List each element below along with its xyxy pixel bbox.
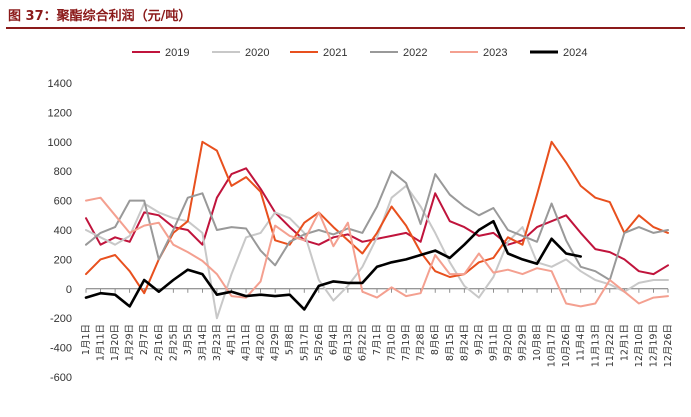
- legend-label-2019: 2019: [165, 47, 189, 59]
- y-tick-label: 0: [66, 284, 72, 296]
- x-tick-label: 10月8日: [532, 324, 543, 361]
- x-tick-label: 1月20日: [110, 324, 121, 361]
- x-tick-label: 5月26日: [314, 324, 325, 361]
- series-line-2020: [85, 184, 669, 320]
- x-tick-label: 3月5日: [183, 324, 194, 355]
- legend-label-2021: 2021: [323, 47, 347, 59]
- legend-label-2020: 2020: [245, 47, 269, 59]
- x-tick-label: 3月14日: [197, 324, 208, 361]
- y-axis: -600 -400 -200 0 200 400 600 800 1000 1200 1400: [48, 78, 72, 384]
- x-tick-label: 3月23日: [212, 324, 223, 361]
- y-tick-label: 1400: [48, 78, 72, 90]
- x-tick-label: 2月25日: [168, 324, 179, 361]
- y-tick-label: -600: [50, 372, 72, 384]
- y-tick-label: -400: [50, 343, 72, 355]
- x-tick-label: 8月6日: [430, 324, 441, 355]
- x-tick-label: 5月8日: [285, 324, 296, 355]
- x-tick-label: 9月20日: [503, 324, 514, 361]
- x-tick-label: 10月17日: [547, 324, 558, 367]
- x-tick-label: 4月29日: [270, 324, 281, 361]
- x-tick-label: 4月20日: [256, 324, 267, 361]
- x-tick-label: 8月15日: [445, 324, 456, 361]
- x-tick-label: 6月22日: [357, 324, 368, 361]
- x-tick-label: 11月13日: [590, 324, 601, 367]
- figure-title: 图 37：聚酯综合利润（元/吨）: [8, 9, 192, 24]
- y-tick-label: 800: [54, 166, 72, 178]
- x-tick-label: 6月4日: [328, 324, 339, 355]
- x-tick-label: 11月22日: [605, 324, 616, 367]
- legend-label-2024: 2024: [563, 47, 587, 59]
- line-chart: 2019 2020 2021 2022 2023 2024 -600 -400 -200 0 20…: [48, 47, 674, 384]
- x-tick-label: 1月1日: [81, 324, 92, 355]
- x-tick-label: 4月11日: [241, 324, 252, 361]
- legend-label-2023: 2023: [483, 47, 507, 59]
- x-tick-label: 12月19日: [648, 324, 659, 367]
- x-tick-label: 5月17日: [299, 324, 310, 361]
- x-tick-label: 9月2日: [474, 324, 485, 355]
- x-tick-label: 7月19日: [401, 324, 412, 361]
- x-tick-label: 6月13日: [343, 324, 354, 361]
- y-tick-label: -200: [50, 313, 72, 325]
- chart-legend: 2019 2020 2021 2022 2023 2024: [132, 47, 587, 59]
- x-tick-label: 2月7日: [139, 324, 150, 355]
- x-tick-label: 4月1日: [227, 324, 238, 355]
- y-tick-label: 1000: [48, 137, 72, 149]
- series-line-2023: [85, 196, 669, 308]
- y-tick-label: 600: [54, 196, 72, 208]
- x-tick-label: 7月10日: [387, 324, 398, 361]
- x-tick-label: 8月24日: [459, 324, 470, 361]
- series-line-2021: [85, 140, 669, 295]
- x-tick-label: 7月1日: [372, 324, 383, 355]
- x-tick-label: 1月29日: [125, 324, 136, 361]
- y-tick-label: 400: [54, 225, 72, 237]
- series-line-2022: [85, 170, 669, 281]
- x-tick-label: 9月11日: [488, 324, 499, 361]
- series-line-2024: [84, 219, 582, 311]
- x-tick-label: 10月26日: [561, 324, 572, 367]
- x-axis: 1月1日 1月11日 1月20日 1月29日 2月7日 2月16日 2月25日 3月5日 3月1…: [81, 288, 674, 367]
- series-layer: [84, 140, 669, 320]
- x-tick-label: 1月11日: [96, 324, 107, 361]
- y-tick-label: 1200: [48, 107, 72, 119]
- x-tick-label: 9月29日: [518, 324, 529, 361]
- x-tick-label: 7月28日: [416, 324, 427, 361]
- x-tick-label: 11月4日: [576, 324, 587, 361]
- y-tick-label: 200: [54, 254, 72, 266]
- x-tick-label: 2月16日: [154, 324, 165, 361]
- x-tick-label: 12月26日: [663, 324, 674, 367]
- legend-label-2022: 2022: [403, 47, 427, 59]
- x-tick-label: 12月1日: [619, 324, 630, 361]
- x-tick-label: 12月10日: [634, 324, 645, 367]
- title-divider: [6, 27, 685, 29]
